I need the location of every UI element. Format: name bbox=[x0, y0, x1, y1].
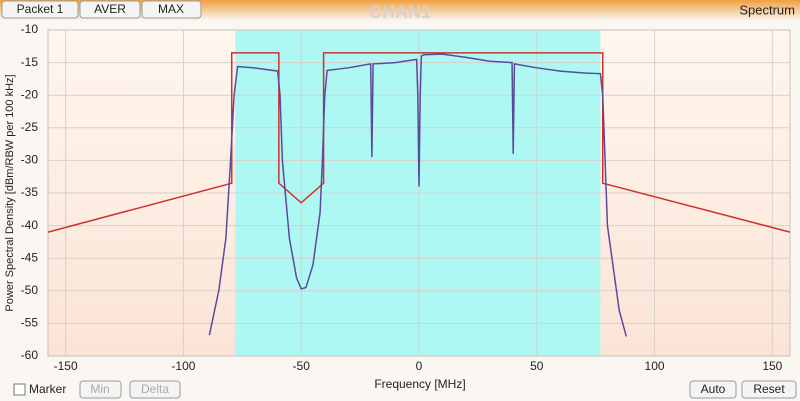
button[interactable] bbox=[79, 0, 141, 19]
toolbar-buttons: Packet 1 AVER MAX bbox=[1, 0, 202, 19]
button-label[interactable]: Delta bbox=[141, 382, 169, 396]
y-tick-label: -15 bbox=[21, 55, 39, 69]
button[interactable] bbox=[689, 380, 737, 399]
y-tick-label: -45 bbox=[21, 250, 39, 264]
y-tick-label: -30 bbox=[21, 153, 39, 167]
series-line bbox=[208, 53, 628, 337]
checkbox[interactable] bbox=[13, 383, 26, 396]
button-label[interactable]: MAX bbox=[158, 2, 184, 16]
button-label[interactable]: Reset bbox=[753, 382, 785, 396]
plot: -10 -15 -20 -25 -30 -35 -40 -45 -50 -55 -60 -150 -10… bbox=[21, 22, 791, 373]
plot-border bbox=[47, 29, 791, 357]
chart-title: CHAN1 bbox=[369, 2, 431, 22]
button-label[interactable]: AVER bbox=[94, 2, 126, 16]
button-label[interactable]: Auto bbox=[701, 382, 726, 396]
button[interactable] bbox=[1, 0, 79, 19]
y-axis-label: Power Spectral Density [dBm/RBW per 100 … bbox=[4, 74, 16, 311]
button[interactable] bbox=[79, 380, 122, 399]
y-tick-label: -35 bbox=[21, 185, 39, 199]
y-tick-label: -60 bbox=[21, 348, 39, 362]
button[interactable] bbox=[741, 380, 797, 399]
checkbox-label[interactable]: Marker bbox=[29, 382, 66, 396]
button[interactable] bbox=[141, 0, 202, 19]
x-tick-label: 150 bbox=[762, 359, 782, 373]
y-tick-label: -20 bbox=[21, 87, 39, 101]
x-tick-label: 50 bbox=[530, 359, 544, 373]
button-label[interactable]: Packet 1 bbox=[17, 2, 64, 16]
x-tick-label: -50 bbox=[293, 359, 311, 373]
y-tick-label: -40 bbox=[21, 218, 39, 232]
x-tick-label: 0 bbox=[416, 359, 423, 373]
x-tick-label: -100 bbox=[171, 359, 195, 373]
button[interactable] bbox=[129, 380, 181, 399]
button-label[interactable]: Min bbox=[90, 382, 109, 396]
footer: Marker Min Delta Auto Reset bbox=[13, 380, 797, 399]
y-tick-label: -25 bbox=[21, 120, 39, 134]
mode-label: Spectrum bbox=[739, 2, 795, 17]
y-tick-label: -10 bbox=[21, 22, 39, 36]
y-tick-label: -55 bbox=[21, 316, 39, 330]
x-tick-label: 100 bbox=[645, 359, 665, 373]
x-axis-label: Frequency [MHz] bbox=[374, 377, 465, 391]
y-tick-label: -50 bbox=[21, 283, 39, 297]
x-tick-label: -150 bbox=[54, 359, 78, 373]
